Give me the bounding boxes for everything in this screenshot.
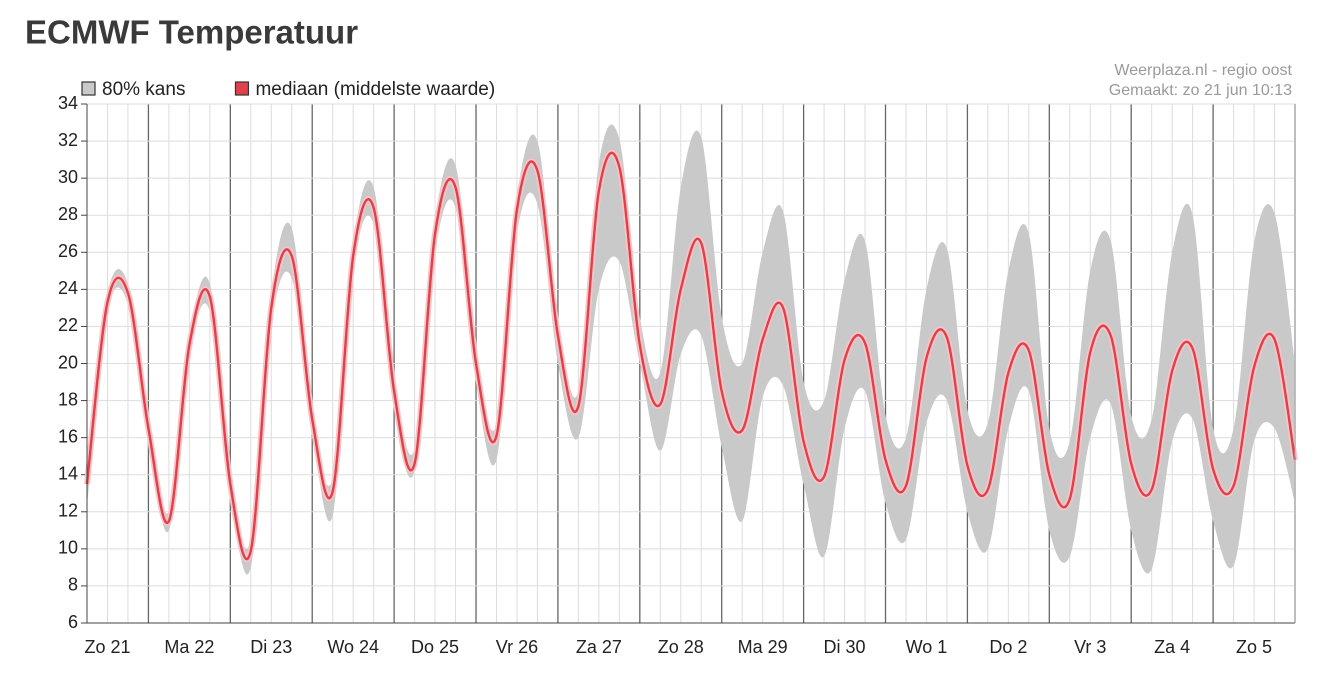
legend-label: mediaan (middelste waarde) xyxy=(255,79,495,100)
y-tick-label: 14 xyxy=(58,463,78,483)
y-tick-label: 8 xyxy=(68,575,78,595)
y-tick-label: 12 xyxy=(58,501,78,521)
y-tick-label: 18 xyxy=(58,389,78,409)
x-tick-label: Vr 3 xyxy=(1074,637,1106,657)
y-tick-label: 22 xyxy=(58,315,78,335)
legend-swatch xyxy=(81,81,96,96)
made-note: Gemaakt: zo 21 jun 10:13 xyxy=(1109,82,1292,99)
x-tick-label: Ma 22 xyxy=(164,637,214,657)
y-tick-label: 32 xyxy=(58,130,78,150)
x-tick-label: Vr 26 xyxy=(496,637,538,657)
y-tick-label: 34 xyxy=(58,93,78,113)
x-tick-label: Zo 21 xyxy=(84,637,130,657)
source-note: Weerplaza.nl - regio oost xyxy=(1114,62,1292,79)
y-tick-label: 10 xyxy=(58,538,78,558)
x-tick-label: Di 30 xyxy=(824,637,866,657)
x-tick-label: Wo 24 xyxy=(327,637,379,657)
x-tick-label: Do 2 xyxy=(989,637,1027,657)
y-tick-label: 16 xyxy=(58,426,78,446)
legend-label: 80% kans xyxy=(102,79,185,100)
x-tick-label: Wo 1 xyxy=(906,637,948,657)
chart-title: ECMWF Temperatuur xyxy=(25,14,358,51)
y-tick-label: 28 xyxy=(58,204,78,224)
y-tick-label: 30 xyxy=(58,167,78,187)
y-tick-label: 6 xyxy=(68,612,78,632)
median-line xyxy=(85,151,1297,561)
x-tick-label: Di 23 xyxy=(250,637,292,657)
x-tick-label: Ma 29 xyxy=(738,637,788,657)
x-tick-label: Za 4 xyxy=(1154,637,1190,657)
legend-swatch xyxy=(234,81,250,96)
x-tick-label: Za 27 xyxy=(576,637,622,657)
x-tick-label: Zo 28 xyxy=(658,637,704,657)
x-tick-label: Do 25 xyxy=(411,637,459,657)
y-tick-label: 26 xyxy=(58,241,78,261)
y-tick-label: 20 xyxy=(58,352,78,372)
x-tick-label: Zo 5 xyxy=(1236,637,1272,657)
y-tick-label: 24 xyxy=(58,278,78,298)
